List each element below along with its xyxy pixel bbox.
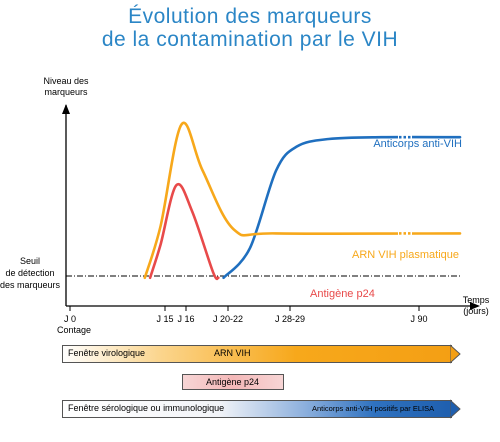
series-gap-dot	[408, 232, 411, 235]
x-tick-label: J 90	[410, 314, 427, 324]
threshold-label-line-2: de détection	[5, 268, 54, 278]
x-axis-arrow	[470, 302, 480, 310]
series-label-1: ARN VIH plasmatique	[352, 249, 459, 261]
x-tick-label: J 28-29	[275, 314, 305, 324]
series-gap-dot	[403, 135, 406, 139]
serologic-window-bar	[62, 400, 452, 418]
antigen-p24-window-bar	[182, 374, 284, 390]
x-tick-label: J 0	[64, 314, 76, 324]
serologic-window-inner-label: Anticorps anti-VIH positifs par ELISA	[312, 404, 435, 413]
threshold-label-line-3: des marqueurs	[0, 280, 61, 290]
series-gap-dot	[399, 135, 402, 139]
y-axis-label-line-2: marqueurs	[44, 87, 88, 97]
x-axis-label-line-2: (jours)	[463, 306, 489, 316]
y-axis-arrow	[62, 104, 70, 114]
series-line-0	[222, 135, 462, 280]
x-tick-label: J 15	[156, 314, 173, 324]
virologic-window-arrow	[450, 344, 461, 364]
virologic-window-bar	[62, 345, 452, 363]
x-tick-sublabel: Contage	[57, 325, 91, 335]
y-axis-label-line-1: Niveau des	[43, 76, 89, 86]
x-tick-label: J 16	[177, 314, 194, 324]
chart-title-line-2: de la contamination par le VIH	[101, 28, 399, 51]
serologic-window-label: Fenêtre sérologique ou immunologique	[68, 403, 225, 413]
series-gap-dot	[403, 232, 406, 235]
virologic-window-label: Fenêtre virologique	[68, 348, 146, 358]
series-gap-dot	[399, 232, 402, 235]
serologic-window-arrow	[450, 399, 461, 419]
x-axis-label-line-1: Temps	[463, 295, 490, 305]
antigen-p24-window-label: Antigène p24	[206, 377, 260, 387]
chart-title-line-1: Évolution des marqueurs	[128, 5, 372, 28]
series-gap-dot	[408, 135, 411, 139]
threshold-label-line-1: Seuil	[20, 256, 40, 266]
series-label-2: Antigène p24	[310, 288, 375, 300]
series-line-1	[143, 121, 462, 280]
x-tick-label: J 20-22	[213, 314, 243, 324]
virologic-window-inner-label: ARN VIH	[214, 348, 251, 358]
series-label-0: Anticorps anti-VIH	[373, 138, 462, 150]
series-line-2	[148, 182, 220, 281]
